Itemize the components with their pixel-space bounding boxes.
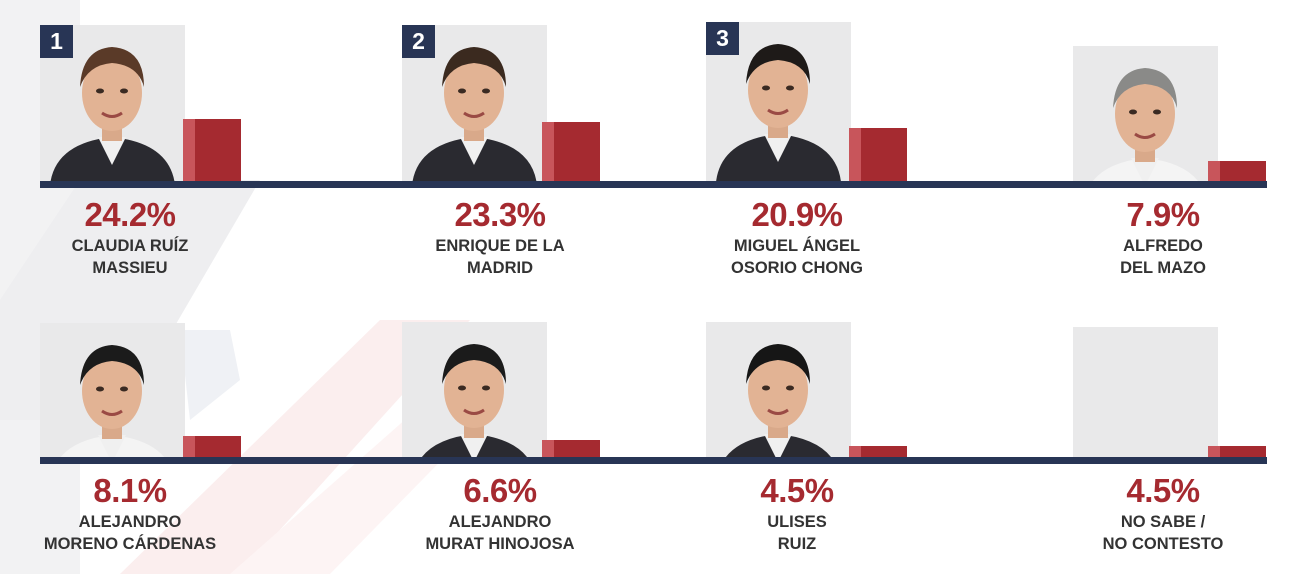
- candidate-name-line: ULISES: [767, 513, 827, 531]
- candidate-name: ALFREDO DEL MAZO: [1043, 235, 1283, 279]
- candidate-name-line: MURAT HINOJOSA: [425, 535, 575, 553]
- candidate-name: CLAUDIA RUÍZ MASSIEU: [10, 235, 250, 279]
- baseline-2: [40, 457, 1267, 464]
- candidate-name: MIGUEL ÁNGEL OSORIO CHONG: [677, 235, 917, 279]
- percent-label: 20.9%: [751, 196, 843, 233]
- candidate-name-line: MADRID: [467, 259, 533, 277]
- candidate-photo: [40, 323, 185, 457]
- value-bar: [183, 436, 241, 457]
- candidate-photo: 1: [40, 25, 185, 181]
- percent-label: 6.6%: [463, 472, 537, 509]
- percent-label: 4.5%: [1126, 472, 1200, 509]
- percent-label: 8.1%: [93, 472, 167, 509]
- rank-badge: 3: [706, 22, 739, 55]
- candidate-name-line: CLAUDIA RUÍZ: [71, 237, 189, 255]
- candidate-photo: [706, 322, 851, 457]
- value-bar: [542, 440, 600, 457]
- candidate-name-line: ALEJANDRO: [78, 513, 182, 531]
- rank-badge: 2: [402, 25, 435, 58]
- value-bar: [1208, 160, 1266, 181]
- candidate-name: ALEJANDRO MURAT HINOJOSA: [380, 511, 620, 555]
- candidate-name: ULISES RUIZ: [677, 511, 917, 555]
- value-bar: [183, 119, 241, 181]
- candidate-name-line: OSORIO CHONG: [730, 259, 863, 277]
- candidate-photo: 3: [706, 22, 851, 181]
- candidate-name: ENRIQUE DE LA MADRID: [380, 235, 620, 279]
- candidate-name-line: MASSIEU: [92, 259, 168, 277]
- candidate-photo: 2: [402, 25, 547, 181]
- value-bar: [542, 121, 600, 181]
- candidate-name-line: ENRIQUE DE LA: [435, 237, 565, 255]
- candidate-name-line: NO SABE /: [1120, 513, 1206, 531]
- candidate-name: NO SABE / NO CONTESTO: [1043, 511, 1283, 555]
- baseline-1: [40, 181, 1267, 188]
- candidate-name-line: RUIZ: [777, 535, 817, 553]
- candidate-name-line: DEL MAZO: [1120, 259, 1206, 277]
- candidate-name: ALEJANDRO MORENO CÁRDENAS: [10, 511, 250, 555]
- value-bar: [1208, 445, 1266, 457]
- percent-label: 24.2%: [84, 196, 176, 233]
- percent-label: 23.3%: [454, 196, 546, 233]
- percent-label: 4.5%: [760, 472, 834, 509]
- percent-label: 7.9%: [1126, 196, 1200, 233]
- candidate-name-line: MORENO CÁRDENAS: [43, 535, 217, 553]
- candidate-photo: [1073, 327, 1218, 457]
- candidate-name-line: ALEJANDRO: [448, 513, 552, 531]
- rank-badge: 1: [40, 25, 73, 58]
- candidate-name-line: MIGUEL ÁNGEL: [733, 237, 861, 255]
- value-bar: [849, 445, 907, 457]
- value-bar: [849, 127, 907, 181]
- candidate-name-line: ALFREDO: [1123, 237, 1203, 255]
- candidate-photo: [1073, 46, 1218, 181]
- candidate-name-line: NO CONTESTO: [1102, 535, 1224, 553]
- candidate-photo: [402, 322, 547, 457]
